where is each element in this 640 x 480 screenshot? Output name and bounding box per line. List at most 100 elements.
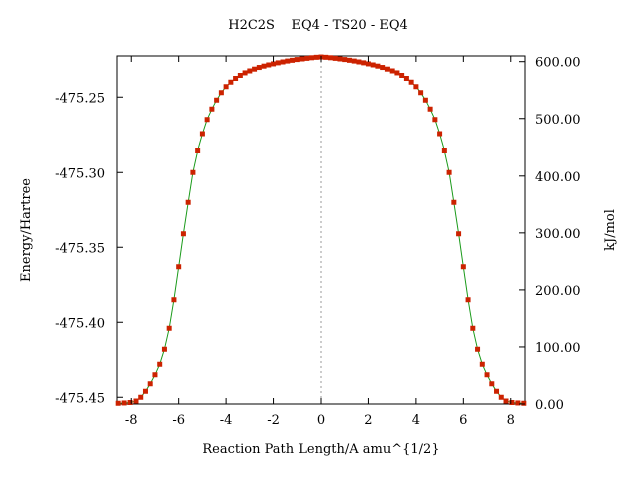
y-axis-left: -475.45 -475.40 -475.35 -475.30 -475.25 [55,91,123,406]
data-point [180,231,186,237]
data-point [413,84,419,90]
y2-tick-label: 600.00 [535,56,581,71]
data-point [494,388,500,394]
data-point [342,57,348,63]
data-point [399,73,405,78]
x-axis-title: Reaction Path Length/A amu^{1/2} [202,442,439,457]
data-point [209,106,215,112]
data-point [294,57,300,63]
data-point [375,63,381,69]
x-axis: -8 -6 -4 -2 0 2 4 6 8 [125,56,515,428]
y-axis-title: Energy/Hartree [19,178,34,282]
data-point [271,61,277,67]
data-point [370,62,376,68]
data-point [285,58,291,64]
x-tick-label: -8 [125,413,138,428]
data-point [351,58,357,64]
data-point [475,346,481,352]
x-tick-label: -6 [172,413,185,428]
data-point [441,148,447,153]
data-point [195,148,201,153]
data-point [408,79,414,85]
data-point [323,54,329,60]
x-tick-label: 6 [459,413,467,428]
data-point [152,372,158,378]
data-point [418,90,424,96]
data-point [394,70,400,76]
x-tick-label: 4 [412,413,420,428]
data-point [157,361,163,367]
data-point [147,381,153,387]
data-point [437,131,443,137]
x-tick-label: 2 [364,413,372,428]
data-point [327,55,333,61]
data-point [384,66,390,72]
data-point [309,55,315,61]
data-point [252,66,258,72]
data-point [138,394,144,400]
data-point [484,372,490,378]
data-point [247,68,253,74]
data-point [242,70,248,76]
data-point [185,199,191,205]
y2-tick-label: 100.00 [535,341,581,356]
x-tick-label: 8 [507,413,515,428]
data-point [190,169,196,175]
data-point [161,346,167,352]
data-point [214,97,220,103]
data-point [521,400,527,406]
data-point [133,398,139,404]
data-point [204,117,210,123]
data-point [228,79,234,85]
data-point [275,60,281,66]
data-point [479,361,485,367]
data-point [237,73,243,78]
data-point [389,68,395,74]
x-tick-label: 0 [317,413,325,428]
data-point [422,97,428,103]
y-tick-label: -475.35 [55,241,105,256]
data-point [465,297,471,303]
y-tick-label: -475.40 [55,316,105,331]
data-point [223,84,229,90]
data-point [166,325,172,331]
data-point [266,62,272,68]
y2-tick-label: 500.00 [535,113,581,128]
data-point [256,65,262,71]
data-point [121,400,127,406]
data-point [280,59,286,65]
data-point [261,63,267,69]
data-point [304,55,310,61]
data-point [503,398,509,404]
y2-tick-label: 0.00 [535,398,564,413]
y-tick-label: -475.30 [55,166,105,181]
data-point [403,76,409,81]
data-point [427,106,433,112]
data-point [299,56,305,62]
data-point [446,169,452,175]
data-point [456,231,462,237]
data-point [451,199,457,205]
data-point [337,56,343,62]
data-point [365,61,371,67]
data-point [171,297,177,303]
x-tick-label: -4 [220,413,233,428]
data-point [199,131,205,137]
data-point [460,264,466,270]
data-point [432,117,438,123]
data-point [356,59,362,65]
data-point [498,394,504,400]
data-point [290,57,296,63]
y-axis-right: 0.00 100.00 200.00 300.00 400.00 500.00 600.00 [519,56,581,413]
y2-tick-label: 200.00 [535,284,581,299]
data-point [332,55,338,61]
data-point [313,54,319,60]
data-point [176,264,182,270]
y-tick-label: -475.45 [55,391,105,406]
y-tick-label: -475.25 [55,91,105,106]
data-point [489,381,495,387]
data-point [380,65,386,71]
data-point [515,400,521,406]
data-point [115,400,121,406]
